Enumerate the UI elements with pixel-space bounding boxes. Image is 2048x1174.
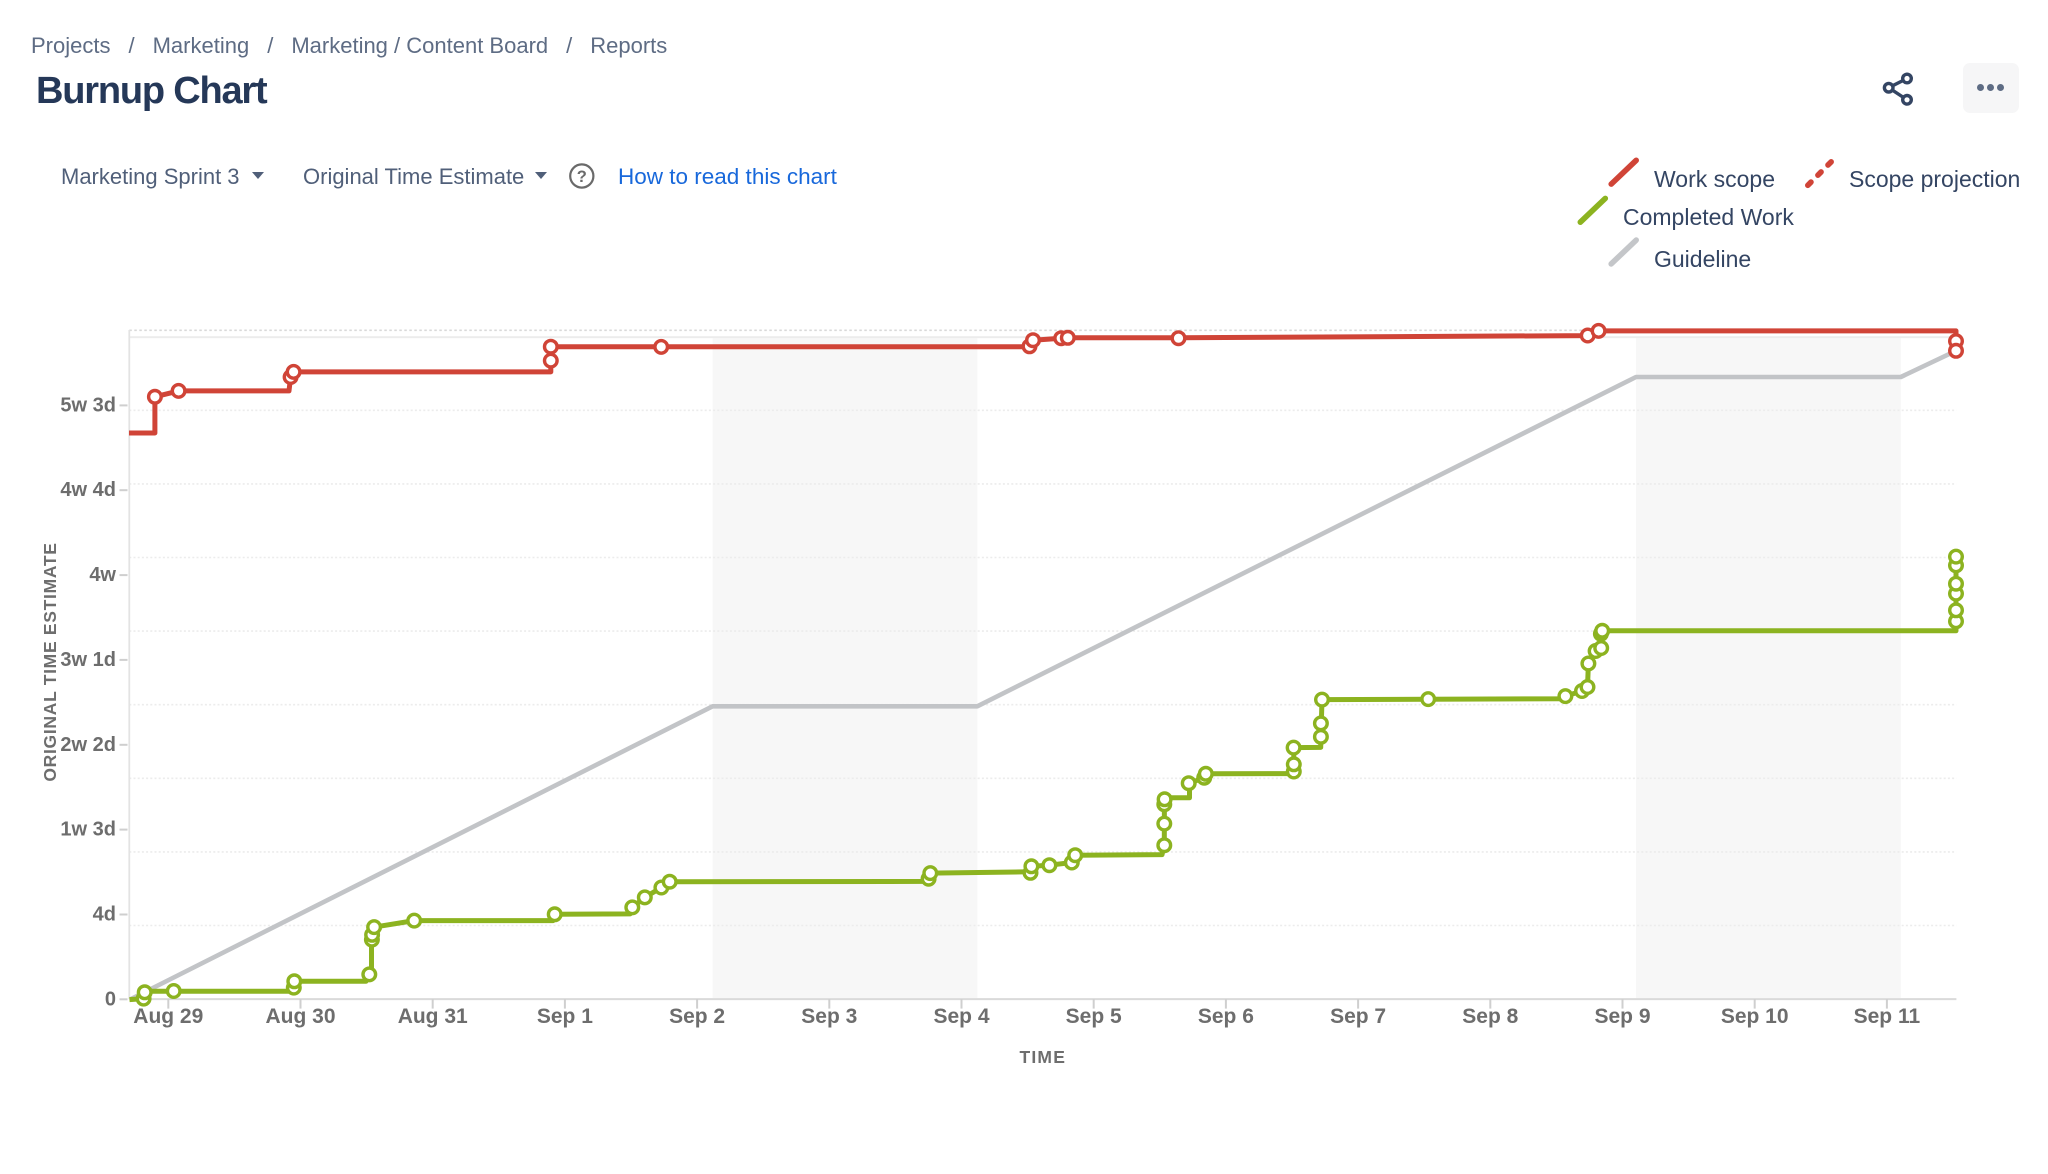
svg-text:Sep 11: Sep 11 bbox=[1854, 1005, 1921, 1028]
svg-text:Sep 9: Sep 9 bbox=[1594, 1005, 1650, 1028]
svg-text:Aug 29: Aug 29 bbox=[133, 1005, 203, 1028]
svg-text:Sep 4: Sep 4 bbox=[933, 1005, 989, 1028]
svg-text:Sep 6: Sep 6 bbox=[1198, 1005, 1254, 1028]
svg-text:Sep 2: Sep 2 bbox=[669, 1005, 725, 1028]
svg-text:4w 4d: 4w 4d bbox=[60, 479, 116, 501]
svg-text:Sep 8: Sep 8 bbox=[1462, 1005, 1518, 1028]
svg-text:Sep 5: Sep 5 bbox=[1066, 1005, 1122, 1028]
svg-text:0: 0 bbox=[105, 988, 116, 1010]
svg-text:4w: 4w bbox=[89, 564, 116, 586]
svg-text:Aug 31: Aug 31 bbox=[398, 1005, 468, 1028]
svg-text:3w 1d: 3w 1d bbox=[60, 649, 116, 671]
svg-text:4d: 4d bbox=[93, 904, 116, 926]
svg-text:Sep 1: Sep 1 bbox=[537, 1005, 593, 1028]
svg-text:5w 3d: 5w 3d bbox=[60, 394, 116, 416]
svg-text:TIME: TIME bbox=[1019, 1047, 1066, 1067]
svg-text:2w 2d: 2w 2d bbox=[60, 734, 116, 756]
svg-text:?: ? bbox=[577, 168, 587, 186]
svg-text:Sep 10: Sep 10 bbox=[1721, 1005, 1789, 1028]
svg-text:1w 3d: 1w 3d bbox=[60, 819, 116, 841]
svg-text:ORIGINAL TIME ESTIMATE: ORIGINAL TIME ESTIMATE bbox=[40, 542, 60, 781]
svg-text:Sep 7: Sep 7 bbox=[1330, 1005, 1386, 1028]
svg-text:Aug 30: Aug 30 bbox=[265, 1005, 335, 1028]
svg-text:Sep 3: Sep 3 bbox=[801, 1005, 857, 1028]
